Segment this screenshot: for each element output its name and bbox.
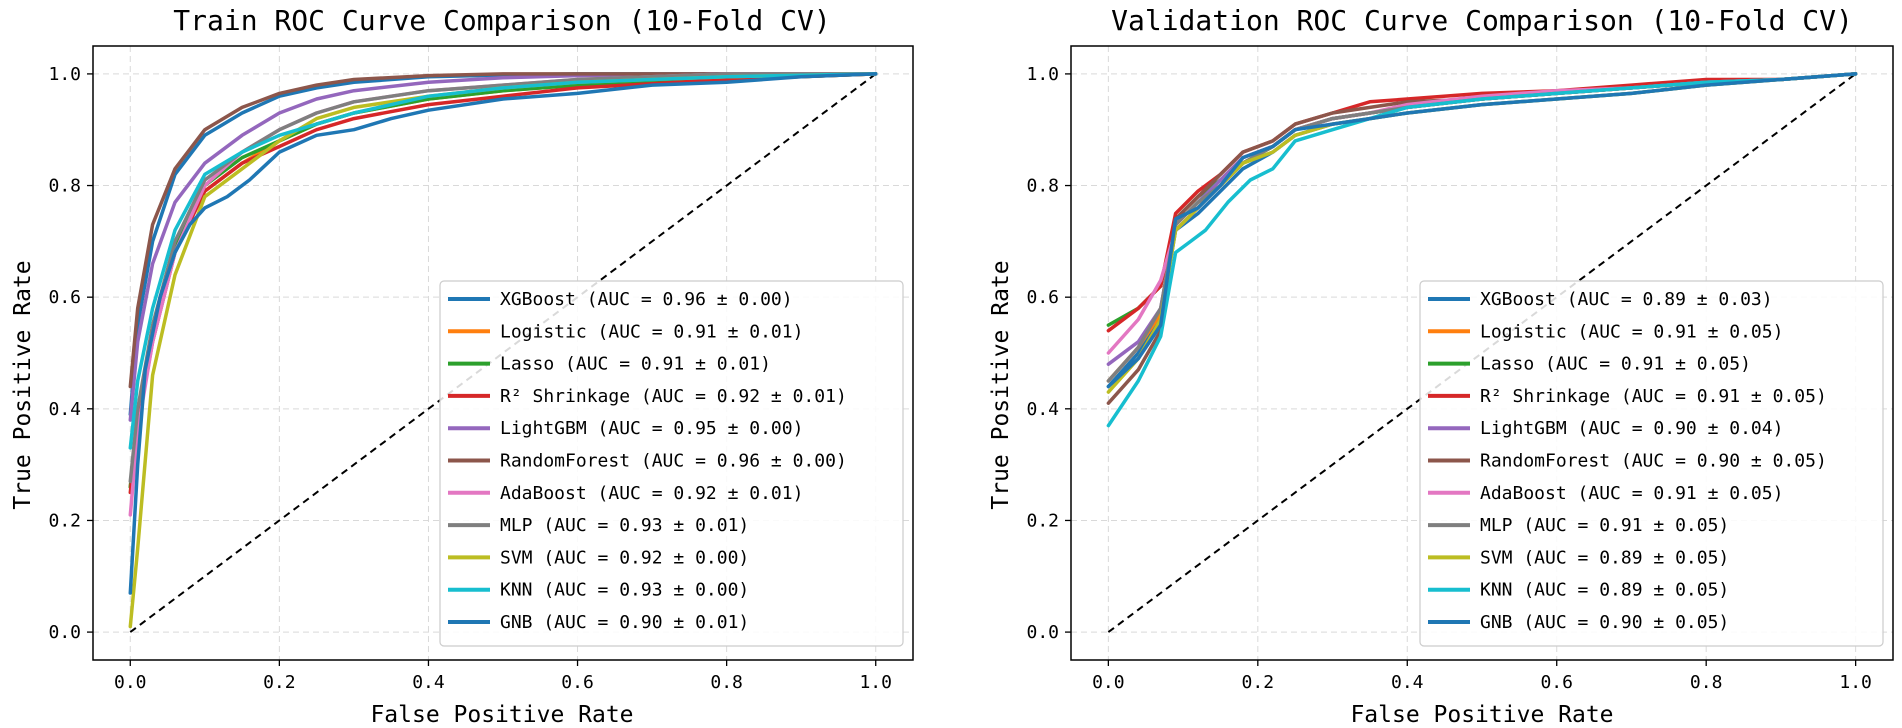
legend-entry: KNN (AUC = 0.89 ± 0.05) — [1480, 580, 1729, 601]
y-axis-label: True Positive Rate — [10, 260, 36, 509]
x-tick-label: 0.2 — [1242, 672, 1275, 693]
x-tick-label: 0.0 — [1092, 672, 1125, 693]
roc-curve-6 — [128, 72, 878, 389]
legend-box — [439, 280, 904, 647]
y-tick-label: 0.2 — [1026, 510, 1059, 531]
legend-entry: Lasso (AUC = 0.91 ± 0.01) — [500, 354, 771, 375]
x-tick-label: 0.0 — [114, 672, 147, 693]
x-tick-label: 1.0 — [1839, 672, 1872, 693]
roc-curve-10 — [1106, 72, 1858, 428]
y-tick-label: 0.6 — [48, 287, 81, 308]
legend: XGBoost (AUC = 0.96 ± 0.00) Logistic (AUC… — [439, 280, 904, 647]
y-tick-label: 0.0 — [1026, 622, 1059, 643]
x-tick-label: 0.4 — [1391, 672, 1424, 693]
legend-entry: XGBoost (AUC = 0.96 ± 0.00) — [500, 289, 793, 310]
x-tick-label: 1.0 — [859, 672, 892, 693]
legend-entry: GNB (AUC = 0.90 ± 0.01) — [500, 612, 749, 633]
x-tick-label: 0.2 — [263, 672, 296, 693]
x-tick-label: 0.4 — [412, 672, 445, 693]
legend-entry: SVM (AUC = 0.92 ± 0.00) — [500, 547, 749, 568]
y-tick-label: 0.4 — [48, 399, 81, 420]
legend-entry: LightGBM (AUC = 0.95 ± 0.00) — [500, 418, 803, 439]
y-tick-label: 0.0 — [48, 622, 81, 643]
legend-entry: Lasso (AUC = 0.91 ± 0.05) — [1480, 354, 1751, 375]
train-roc-panel: Train ROC Curve Comparison (10-Fold CV) … — [10, 4, 914, 728]
y-tick-label: 1.0 — [1026, 64, 1059, 85]
chart-title: Validation ROC Curve Comparison (10-Fold… — [1111, 4, 1853, 37]
y-tick-label: 1.0 — [48, 64, 81, 85]
x-tick-label: 0.6 — [1540, 672, 1573, 693]
legend-entry: MLP (AUC = 0.93 ± 0.01) — [500, 515, 749, 536]
axes-frame — [92, 45, 914, 661]
y-tick-label: 0.4 — [1026, 399, 1059, 420]
legend-entry: LightGBM (AUC = 0.90 ± 0.04) — [1480, 418, 1783, 439]
x-axis-label: False Positive Rate — [370, 702, 633, 728]
x-axis-label: False Positive Rate — [1350, 702, 1613, 728]
legend-entry: KNN (AUC = 0.93 ± 0.00) — [500, 580, 749, 601]
y-tick-label: 0.8 — [1026, 176, 1059, 197]
legend-entry: RandomForest (AUC = 0.90 ± 0.05) — [1480, 451, 1827, 472]
legend-entry: GNB (AUC = 0.90 ± 0.05) — [1480, 612, 1729, 633]
y-tick-label: 0.2 — [48, 510, 81, 531]
chart-title: Train ROC Curve Comparison (10-Fold CV) — [173, 4, 830, 37]
roc-curve-10 — [128, 72, 878, 450]
legend-entry: AdaBoost (AUC = 0.92 ± 0.01) — [500, 483, 803, 504]
roc-curve-5 — [128, 72, 878, 422]
legend-entry: RandomForest (AUC = 0.96 ± 0.00) — [500, 451, 847, 472]
legend-box — [1419, 280, 1884, 647]
legend-entry: R² Shrinkage (AUC = 0.92 ± 0.01) — [500, 386, 847, 407]
legend-entry: SVM (AUC = 0.89 ± 0.05) — [1480, 547, 1729, 568]
y-tick-label: 0.6 — [1026, 287, 1059, 308]
legend-entry: Logistic (AUC = 0.91 ± 0.05) — [1480, 321, 1783, 342]
axes-frame — [1070, 45, 1894, 661]
legend-entry: Logistic (AUC = 0.91 ± 0.01) — [500, 321, 803, 342]
x-tick-label: 0.6 — [561, 672, 594, 693]
legend-entry: MLP (AUC = 0.91 ± 0.05) — [1480, 515, 1729, 536]
legend-entry: AdaBoost (AUC = 0.91 ± 0.05) — [1480, 483, 1783, 504]
x-tick-label: 0.8 — [710, 672, 743, 693]
validation-roc-panel: Validation ROC Curve Comparison (10-Fold… — [988, 4, 1894, 728]
legend: XGBoost (AUC = 0.89 ± 0.03) Logistic (AUC… — [1419, 280, 1884, 647]
legend-entry: R² Shrinkage (AUC = 0.91 ± 0.05) — [1480, 386, 1827, 407]
x-tick-label: 0.8 — [1690, 672, 1723, 693]
roc-curve-11 — [1106, 72, 1858, 389]
legend-entry: XGBoost (AUC = 0.89 ± 0.03) — [1480, 289, 1773, 310]
roc-curve-11 — [128, 72, 878, 595]
y-tick-label: 0.8 — [48, 176, 81, 197]
y-axis-label: True Positive Rate — [988, 260, 1014, 509]
